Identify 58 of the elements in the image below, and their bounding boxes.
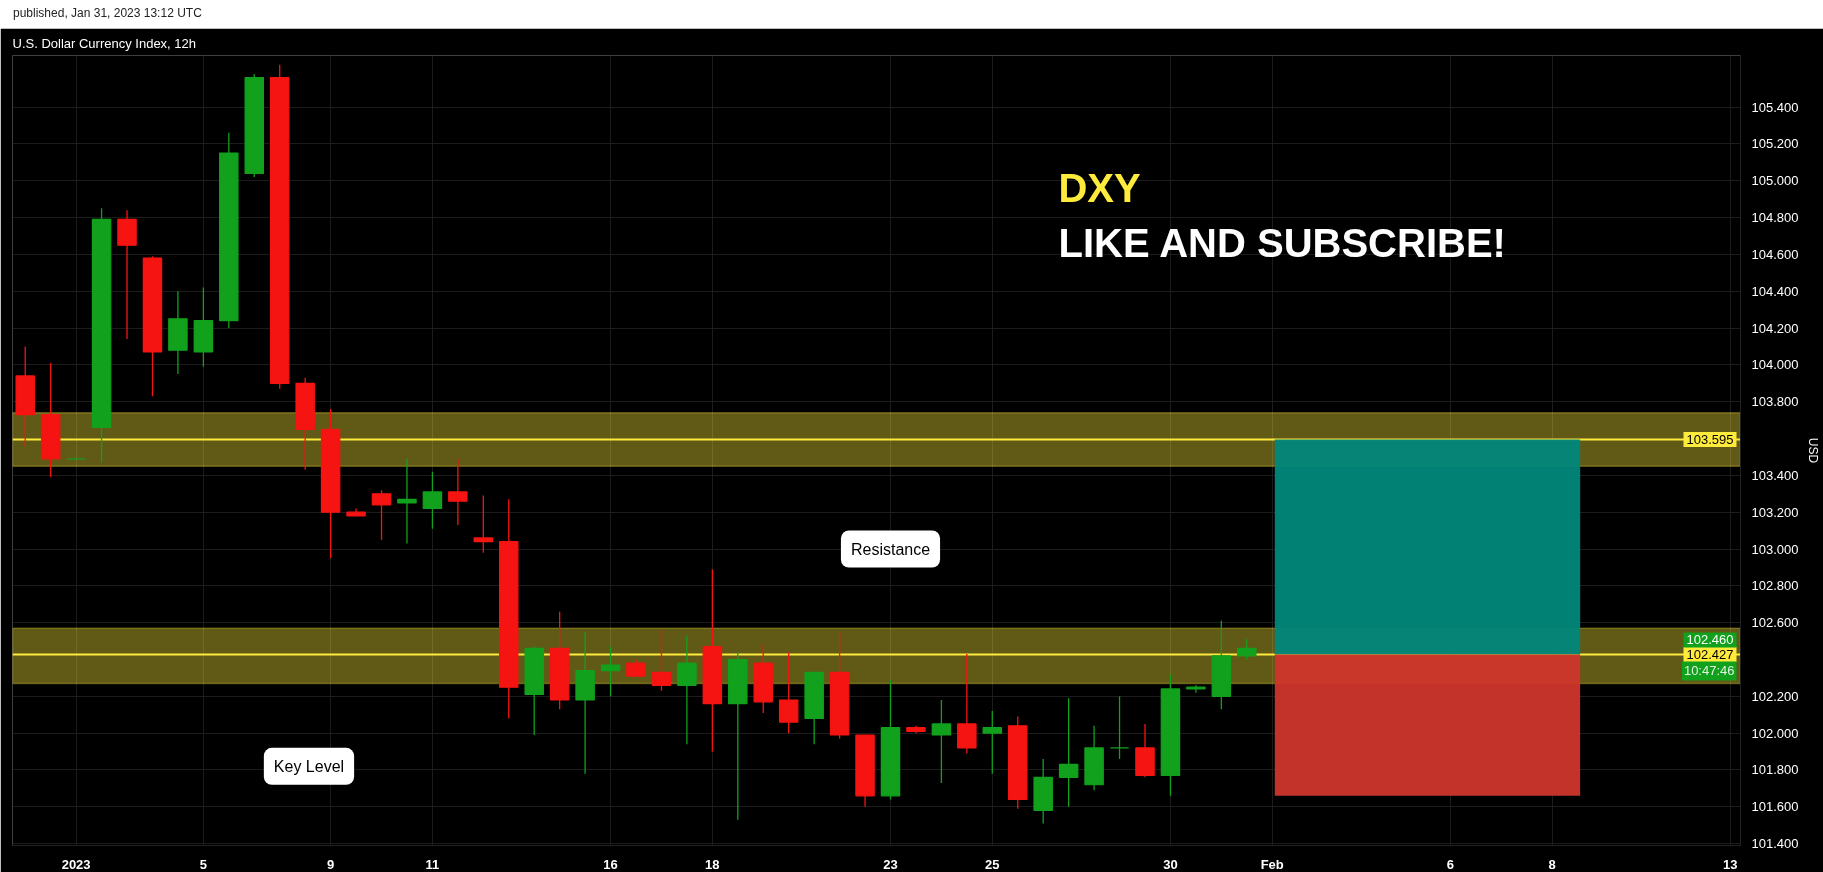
x-tick-label: Feb xyxy=(1260,856,1284,872)
y-tick-label: 103.200 xyxy=(1751,504,1799,520)
x-tick-label: 8 xyxy=(1548,856,1556,872)
x-tick-label: 9 xyxy=(327,856,335,872)
candlestick xyxy=(371,489,392,541)
y-tick-label: 101.600 xyxy=(1751,799,1799,815)
candlestick xyxy=(1237,638,1257,661)
candlestick xyxy=(778,651,799,734)
annotation: 10:47:46 xyxy=(1683,663,1735,679)
y-tick-label: 104.200 xyxy=(1751,320,1799,336)
x-tick-label: 16 xyxy=(603,856,618,872)
y-tick-label: 104.800 xyxy=(1751,210,1799,226)
y-tick-label: 103.000 xyxy=(1751,541,1799,557)
candlestick xyxy=(1058,697,1079,808)
candlestick xyxy=(397,458,417,545)
ref-line-label: 103.595 xyxy=(1686,431,1734,447)
candlestick xyxy=(1109,695,1130,760)
candlestick xyxy=(422,471,443,530)
y-tick-label: 105.000 xyxy=(1751,173,1799,189)
candlestick xyxy=(931,699,952,784)
y-tick-label: 105.200 xyxy=(1751,136,1799,152)
x-tick-label: 11 xyxy=(425,856,440,872)
y-tick-label: 104.000 xyxy=(1751,357,1799,373)
y-tick-label: 103.800 xyxy=(1751,394,1799,410)
annotation: 102.460 xyxy=(1686,632,1734,648)
x-tick-label: 13 xyxy=(1723,856,1738,872)
x-tick-label: 6 xyxy=(1446,856,1454,872)
text: published, Jan 31, 2023 13:12 UTC xyxy=(13,5,202,22)
x-tick-label: 25 xyxy=(985,856,1000,872)
y-tick-label: 104.400 xyxy=(1751,283,1799,299)
y-tick-label: 102.200 xyxy=(1751,688,1799,704)
y-tick-label: 105.400 xyxy=(1751,99,1799,115)
annotation: Resistance xyxy=(850,540,931,558)
y-tick-label: 104.600 xyxy=(1751,246,1799,262)
y-tick-label: 101.800 xyxy=(1751,762,1799,778)
x-tick-label: 30 xyxy=(1163,856,1178,872)
candlestick xyxy=(600,645,621,697)
y-tick-label: 102.600 xyxy=(1751,615,1799,631)
y-tick-label: 102.800 xyxy=(1751,578,1799,594)
candlestick xyxy=(651,629,672,692)
y-tick-label: 102.000 xyxy=(1751,725,1799,741)
candlestick xyxy=(473,494,494,554)
annotation: LIKE AND SUBSCRIBE! xyxy=(1058,221,1506,266)
candlestick xyxy=(982,710,1003,775)
candlestick xyxy=(677,634,697,745)
x-tick-label: 2023 xyxy=(61,856,91,872)
chart-title: U.S. Dollar Currency Index, 12h xyxy=(12,35,197,51)
y-tick-label: 101.400 xyxy=(1751,836,1799,852)
annotation: DXY xyxy=(1058,166,1142,211)
candlestick xyxy=(957,653,977,755)
x-tick-label: 5 xyxy=(199,856,207,872)
x-tick-label: 18 xyxy=(705,856,720,872)
annotation: Key Level xyxy=(273,757,345,775)
x-tick-label: 23 xyxy=(883,856,898,872)
y-axis-title: USD xyxy=(1806,437,1821,464)
ref-line-label: 102.427 xyxy=(1686,647,1734,663)
candlestick xyxy=(448,458,468,526)
y-tick-label: 103.400 xyxy=(1751,467,1799,483)
